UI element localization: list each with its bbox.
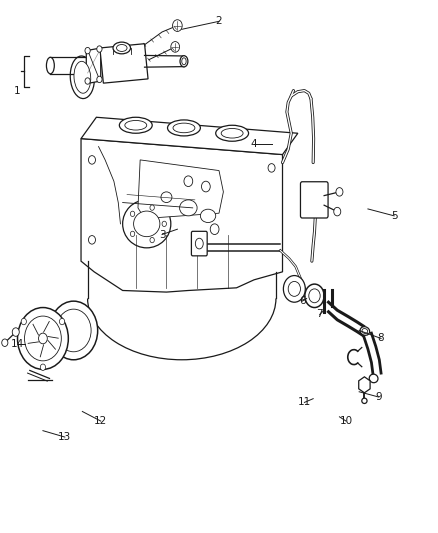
Ellipse shape xyxy=(362,398,367,403)
Ellipse shape xyxy=(125,120,147,130)
Text: 6: 6 xyxy=(299,296,306,306)
Circle shape xyxy=(309,289,320,303)
Ellipse shape xyxy=(200,209,215,223)
FancyBboxPatch shape xyxy=(191,231,207,256)
Ellipse shape xyxy=(161,192,172,203)
Circle shape xyxy=(18,308,68,369)
Circle shape xyxy=(334,207,341,216)
Text: 11: 11 xyxy=(298,398,311,407)
Circle shape xyxy=(85,78,90,84)
Polygon shape xyxy=(138,160,223,219)
Circle shape xyxy=(21,318,26,325)
Circle shape xyxy=(12,328,19,336)
Ellipse shape xyxy=(70,56,95,99)
Ellipse shape xyxy=(369,374,378,383)
Circle shape xyxy=(25,316,61,361)
Text: 8: 8 xyxy=(378,334,385,343)
Circle shape xyxy=(131,211,135,216)
Text: 12: 12 xyxy=(94,416,107,426)
Polygon shape xyxy=(81,139,283,292)
Ellipse shape xyxy=(46,58,54,74)
Text: 9: 9 xyxy=(375,392,382,402)
Ellipse shape xyxy=(117,45,127,51)
Circle shape xyxy=(2,339,8,346)
Ellipse shape xyxy=(180,56,188,67)
Circle shape xyxy=(201,181,210,192)
Circle shape xyxy=(150,205,154,211)
Circle shape xyxy=(40,364,46,370)
Text: 3: 3 xyxy=(159,230,166,239)
Ellipse shape xyxy=(360,327,370,335)
Circle shape xyxy=(60,318,65,325)
FancyBboxPatch shape xyxy=(300,182,328,218)
Ellipse shape xyxy=(119,117,152,133)
Circle shape xyxy=(150,237,154,243)
Ellipse shape xyxy=(134,211,160,237)
Text: 14: 14 xyxy=(11,339,24,349)
Circle shape xyxy=(210,224,219,235)
Polygon shape xyxy=(100,44,148,83)
Ellipse shape xyxy=(173,123,195,133)
Circle shape xyxy=(85,47,90,54)
Ellipse shape xyxy=(123,200,171,248)
Circle shape xyxy=(97,46,102,52)
Polygon shape xyxy=(86,48,101,84)
Circle shape xyxy=(88,156,95,164)
Ellipse shape xyxy=(182,58,186,65)
Text: 5: 5 xyxy=(391,211,398,221)
Circle shape xyxy=(88,236,95,244)
Ellipse shape xyxy=(362,328,367,334)
Circle shape xyxy=(39,333,47,344)
Circle shape xyxy=(283,276,305,302)
Circle shape xyxy=(131,231,135,237)
Text: 7: 7 xyxy=(316,310,323,319)
Circle shape xyxy=(305,284,324,308)
Ellipse shape xyxy=(113,42,131,54)
Circle shape xyxy=(49,301,98,360)
Polygon shape xyxy=(81,117,298,155)
Ellipse shape xyxy=(167,120,200,136)
Ellipse shape xyxy=(221,128,243,138)
Circle shape xyxy=(171,42,180,52)
Circle shape xyxy=(173,20,182,31)
Ellipse shape xyxy=(180,200,197,216)
Text: 4: 4 xyxy=(251,139,258,149)
Text: 2: 2 xyxy=(215,17,223,26)
Ellipse shape xyxy=(215,125,249,141)
Ellipse shape xyxy=(195,238,203,249)
Ellipse shape xyxy=(74,61,91,93)
Text: 1: 1 xyxy=(14,86,21,95)
Circle shape xyxy=(184,176,193,187)
Circle shape xyxy=(56,309,91,352)
Polygon shape xyxy=(359,377,370,393)
Text: 10: 10 xyxy=(339,416,353,426)
Circle shape xyxy=(288,281,300,296)
Text: 13: 13 xyxy=(58,432,71,442)
Circle shape xyxy=(336,188,343,196)
Circle shape xyxy=(268,164,275,172)
Circle shape xyxy=(97,76,102,83)
Circle shape xyxy=(162,221,166,227)
